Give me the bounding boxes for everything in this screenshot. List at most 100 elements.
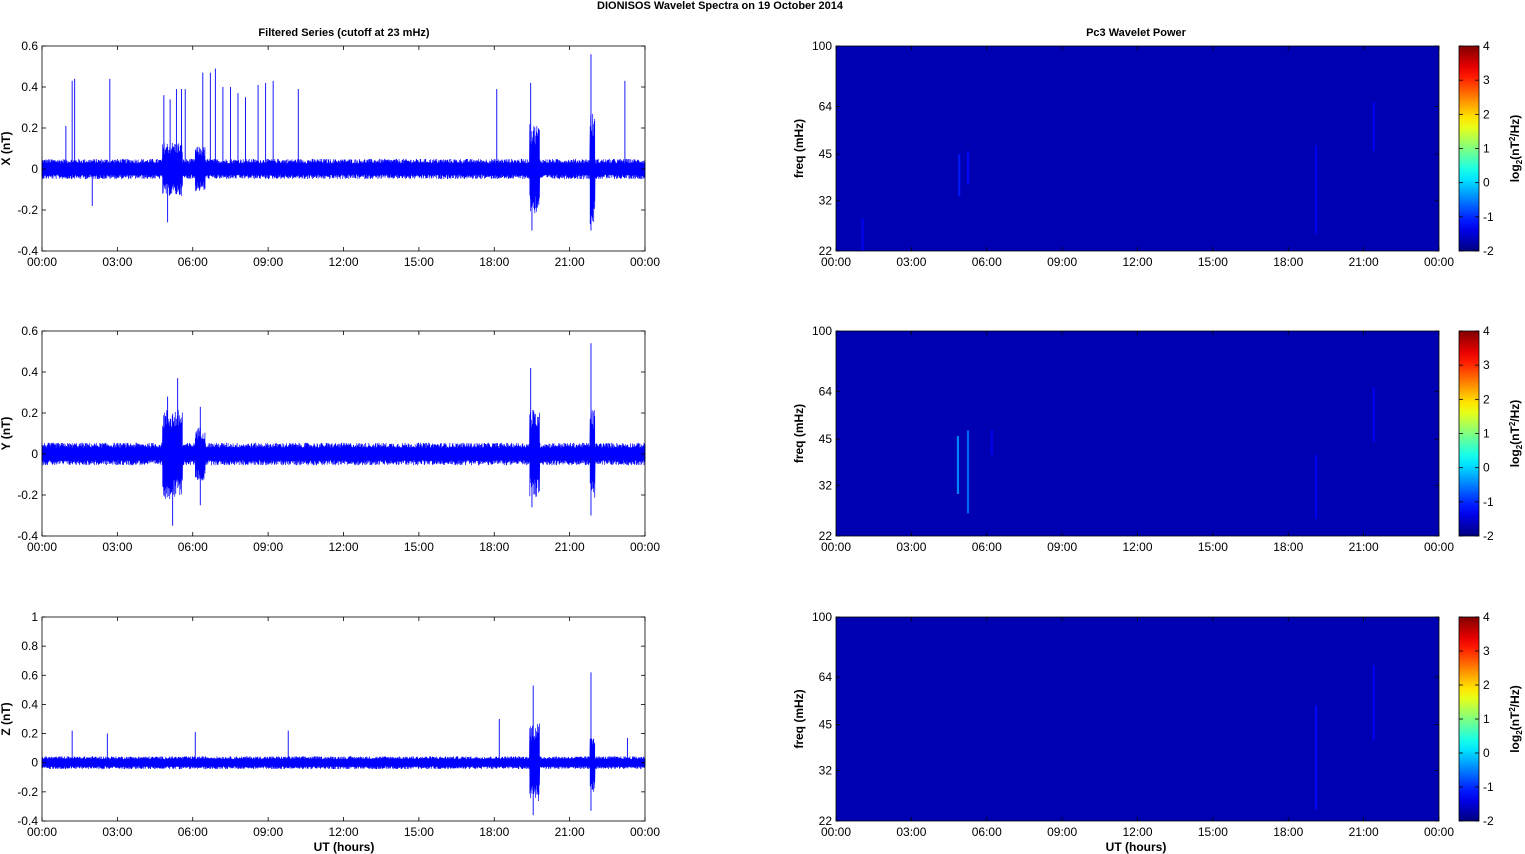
x-tick-label: 18:00 [479,825,509,839]
y-tick-label: -0.4 [17,244,38,258]
y-tick-label: 100 [812,610,832,624]
x-tick-label: 09:00 [1047,255,1077,269]
y-tick-label: 22 [819,814,833,828]
wavelet-feature [990,430,993,456]
right-column-title: Pc3 Wavelet Power [1086,27,1187,39]
heatmap-background [836,331,1439,536]
colorbar-tick-label: 4 [1483,610,1490,624]
colorbar-tick-label: -1 [1483,495,1494,509]
left-column-title: Filtered Series (cutoff at 23 mHz) [258,27,429,39]
colorbar-tick-label: 4 [1483,39,1490,53]
colorbar-tick-label: 1 [1483,427,1490,441]
wavelet-feature [861,218,864,251]
x-tick-label: 18:00 [1273,540,1303,554]
series-line [41,723,646,802]
x-tick-label: 06:00 [178,255,208,269]
x-tick-label: 12:00 [1122,825,1152,839]
x-tick-label: 15:00 [404,540,434,554]
colorbar-tick-label: 2 [1483,392,1490,406]
y-tick-label: 45 [819,432,833,446]
y-tick-label: 0.2 [21,121,38,135]
y-tick-label: 45 [819,718,833,732]
colorbar-tick-label: 1 [1483,712,1490,726]
x-tick-label: 12:00 [328,540,358,554]
y-axis-label: freq (mHz) [792,119,806,178]
wavelet-feature [1372,665,1375,741]
series-panel-z: 00:00 03:00 06:00 09:00 12:00 15:00 18:00 21:00… [0,610,660,839]
y-tick-label: 0.4 [21,697,38,711]
colorbar-label: log2(nT2/Hz) [1508,685,1524,753]
x-tick-label: 00:00 [27,825,57,839]
x-tick-label: 15:00 [404,825,434,839]
left-xlabel: UT (hours) [314,840,375,854]
figure-title: DIONISOS Wavelet Spectra on 19 October 2… [597,0,844,12]
colorbar-tick-label: 3 [1483,73,1490,87]
y-tick-label: -0.4 [17,529,38,543]
y-tick-label: -0.2 [17,785,38,799]
x-tick-label: 18:00 [479,540,509,554]
heatmap-background [836,46,1439,251]
y-tick-label: 100 [812,324,832,338]
y-tick-label: 64 [819,384,833,398]
series-panel-y: 00:00 03:00 06:00 09:00 12:00 15:00 18:00 21:00… [0,324,660,554]
colorbar-label: log2(nT2/Hz) [1508,400,1524,468]
x-tick-label: 12:00 [328,825,358,839]
series-line [41,113,646,225]
series-line [41,409,646,500]
y-tick-label: -0.4 [17,814,38,828]
colorbar-tick-label: 4 [1483,324,1490,338]
x-tick-label: 15:00 [1198,255,1228,269]
x-tick-label: 12:00 [1122,540,1152,554]
x-tick-label: 12:00 [1122,255,1152,269]
x-tick-label: 03:00 [896,255,926,269]
x-tick-label: 00:00 [27,540,57,554]
x-tick-label: 09:00 [1047,540,1077,554]
x-tick-label: 03:00 [896,825,926,839]
wavelet-feature [1314,455,1318,519]
x-tick-label: 21:00 [555,540,585,554]
x-tick-label: 15:00 [1198,540,1228,554]
x-tick-label: 18:00 [1273,825,1303,839]
x-tick-label: 00:00 [821,255,851,269]
wavelet-panel-z: 00:00 03:00 06:00 09:00 12:00 15:00 18:00 21:00… [792,610,1524,839]
colorbar-tick-label: -2 [1483,814,1494,828]
wavelet-feature [966,430,970,514]
x-tick-label: 00:00 [1424,825,1454,839]
x-tick-label: 21:00 [1349,540,1379,554]
y-tick-label: -0.2 [17,203,38,217]
y-tick-label: 0.2 [21,727,38,741]
x-tick-label: 09:00 [253,825,283,839]
colorbar-tick-label: -2 [1483,529,1494,543]
wavelet-feature [966,151,970,185]
x-tick-label: 00:00 [1424,255,1454,269]
y-tick-label: 32 [819,193,833,207]
colorbar-tick-label: 0 [1483,746,1490,760]
y-tick-label: 0.6 [21,39,38,53]
x-tick-label: 00:00 [1424,540,1454,554]
wavelet-feature [956,436,960,495]
colorbar-label: log2(nT2/Hz) [1508,115,1524,183]
y-tick-label: 0.2 [21,406,38,420]
x-tick-label: 21:00 [555,825,585,839]
x-tick-label: 00:00 [630,825,660,839]
y-tick-label: 100 [812,39,832,53]
y-tick-label: 0.8 [21,639,38,653]
wavelet-panel-y: 00:00 03:00 06:00 09:00 12:00 15:00 18:00 21:00… [792,324,1524,554]
x-tick-label: 06:00 [178,540,208,554]
y-tick-label: 0.6 [21,668,38,682]
y-axis-label: Z (nT) [0,702,13,735]
x-tick-label: 21:00 [1349,255,1379,269]
x-tick-label: 18:00 [479,255,509,269]
y-tick-label: 64 [819,670,833,684]
series-panel-x: 00:00 03:00 06:00 09:00 12:00 15:00 18:00 21:00… [0,39,660,269]
y-tick-label: 22 [819,244,833,258]
x-tick-label: 06:00 [972,825,1002,839]
x-tick-label: 00:00 [630,255,660,269]
x-tick-label: 06:00 [972,255,1002,269]
x-tick-label: 09:00 [253,540,283,554]
colorbar-tick-label: 3 [1483,358,1490,372]
wavelet-feature [1372,387,1375,443]
x-tick-label: 15:00 [404,255,434,269]
colorbar-tick-label: 1 [1483,142,1490,156]
